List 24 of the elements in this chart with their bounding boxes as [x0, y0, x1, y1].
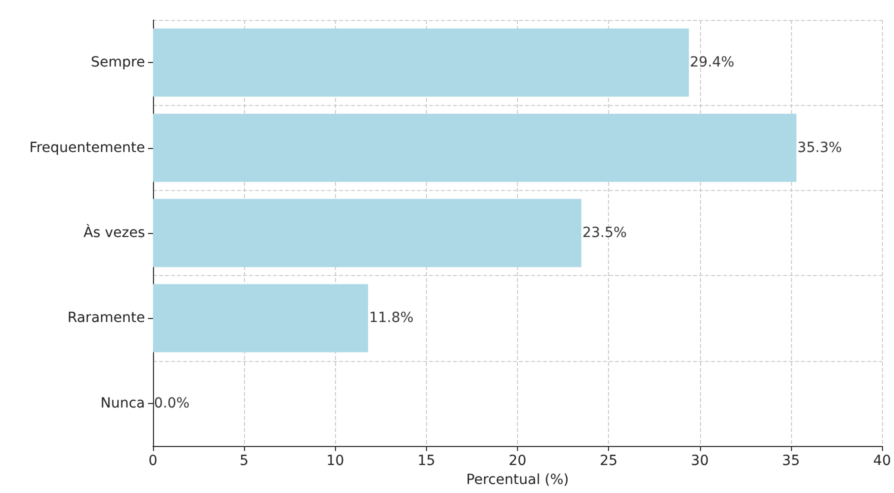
x-tick-label: 35 [782, 453, 800, 469]
data-label: 29.4% [690, 54, 734, 71]
x-axis-title: Percentual (%) [466, 472, 569, 488]
x-tick-label: 40 [873, 453, 892, 469]
data-label: 35.3% [797, 140, 842, 156]
x-tick-label: 0 [148, 453, 158, 469]
y-tick-label: Frequentemente [29, 140, 145, 156]
y-tick-label: Raramente [67, 310, 145, 326]
bar [153, 284, 368, 352]
x-tick-label: 5 [240, 453, 249, 469]
bar [153, 28, 689, 97]
data-label: 11.8% [369, 310, 414, 326]
bar [153, 114, 796, 182]
y-tick-label: Nunca [100, 395, 145, 412]
x-tick-label: 20 [508, 453, 526, 469]
x-tick-label: 10 [326, 453, 344, 469]
x-tick-label: 15 [417, 453, 436, 469]
x-tick-label: 30 [690, 453, 709, 469]
x-tick-label: 25 [600, 453, 618, 469]
bar [153, 198, 582, 268]
data-label: 23.5% [582, 225, 627, 241]
data-label: 0.0% [154, 395, 190, 412]
y-tick-label: Sempre [90, 54, 145, 71]
y-tick-label: Às vezes [84, 224, 145, 241]
